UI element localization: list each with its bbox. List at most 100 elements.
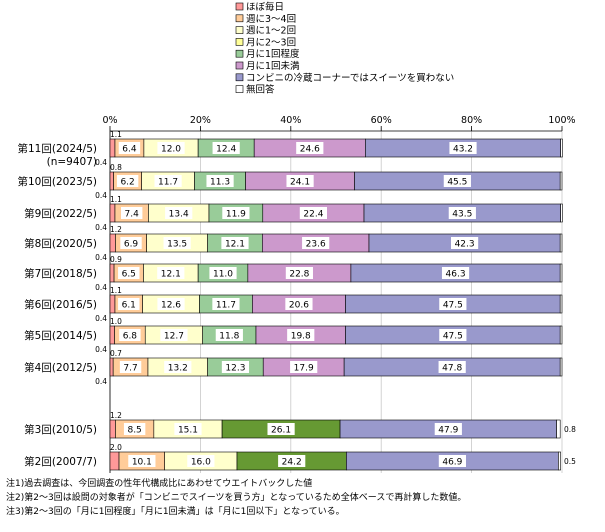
legend-label-2: 週に1～2回 bbox=[246, 25, 296, 37]
category-sublabel-0: (n=9407) bbox=[47, 156, 97, 168]
bar-label-7-2: 13.2 bbox=[168, 364, 188, 374]
bar-label-4-7: 0.4 bbox=[95, 283, 107, 292]
bar-label-1-5: 24.1 bbox=[290, 178, 310, 188]
bar-label-4-4: 11.0 bbox=[213, 270, 233, 280]
bar-segment-0-7 bbox=[560, 138, 563, 158]
bar-segment-6-7 bbox=[559, 325, 563, 345]
bar-segment-7-0 bbox=[109, 357, 114, 377]
bar-label-3-5: 23.6 bbox=[306, 240, 326, 250]
bar-label-bg-5-6 bbox=[439, 298, 467, 310]
bar-label-bg-4-6 bbox=[441, 267, 470, 279]
bar-label-bg-1-6 bbox=[443, 175, 471, 187]
bar-label-1-1: 6.2 bbox=[120, 178, 134, 188]
bar-label-5-1: 6.1 bbox=[122, 301, 136, 311]
bar-label-bg-7-5 bbox=[290, 361, 318, 373]
legend-label-4: 月に1回程度 bbox=[246, 48, 300, 60]
category-label-1: 第10回(2023/5) bbox=[18, 175, 98, 188]
legend-swatch-7 bbox=[235, 85, 244, 93]
bar-label-bg-0-1 bbox=[118, 142, 141, 154]
bar-label-bg-2-4 bbox=[222, 207, 250, 219]
bar-label-bg-1-5 bbox=[286, 175, 314, 187]
bar-label-4-5: 22.8 bbox=[289, 270, 309, 280]
bar-label-2-5: 22.4 bbox=[303, 210, 323, 220]
bar-label-bg-1-1 bbox=[116, 175, 139, 187]
category-label-3: 第8回(2020/5) bbox=[24, 237, 97, 250]
category-label-5: 第6回(2016/5) bbox=[24, 298, 97, 311]
bar-label-9-0: 2.0 bbox=[110, 443, 122, 452]
bar-label-7-7: 0.4 bbox=[95, 377, 107, 386]
bar-label-8-3: 26.1 bbox=[271, 426, 291, 436]
bar-label-6-1: 6.8 bbox=[123, 332, 138, 342]
bar-label-bg-7-2 bbox=[164, 361, 192, 373]
x-tick-label-1: 20% bbox=[190, 115, 211, 126]
legend-swatch-4 bbox=[235, 49, 244, 58]
bar-label-3-7: 0.4 bbox=[95, 253, 107, 262]
bar-label-bg-0-4 bbox=[212, 142, 240, 154]
category-label-0: 第11回(2024/5) bbox=[18, 142, 98, 155]
bar-label-bg-3-6 bbox=[450, 237, 479, 249]
bar-segment-5-7 bbox=[559, 294, 563, 314]
bar-label-1-6: 45.5 bbox=[447, 178, 467, 188]
bar-label-bg-7-4 bbox=[221, 361, 250, 373]
x-tick-label-3: 60% bbox=[371, 115, 392, 126]
bar-label-2-0: 1.1 bbox=[110, 195, 122, 204]
bar-label-8-1: 8.5 bbox=[127, 426, 141, 436]
notes: 注1)過去調査は、今回調査の性年代構成比にあわせてウエイトバックした値 注2)第… bbox=[6, 477, 466, 517]
category-label-7: 第4回(2012/5) bbox=[24, 361, 97, 374]
bar-label-5-2: 12.6 bbox=[161, 301, 181, 311]
bar-label-bg-0-5 bbox=[296, 142, 324, 154]
bar-label-6-0: 1.0 bbox=[110, 317, 122, 326]
bar-label-bg-4-2 bbox=[157, 267, 185, 279]
bar-label-5-0: 1.1 bbox=[110, 286, 122, 295]
bar-label-3-6: 42.3 bbox=[455, 240, 475, 250]
bar-label-bg-5-4 bbox=[212, 298, 240, 310]
bar-segment-5-0 bbox=[109, 294, 116, 314]
legend-label-5: 月に1回未満 bbox=[246, 60, 300, 72]
x-tick-label-4: 80% bbox=[461, 115, 482, 126]
bar-label-bg-7-1 bbox=[119, 361, 142, 373]
bar-label-1-4: 11.3 bbox=[210, 178, 230, 188]
bar-label-bg-6-4 bbox=[215, 329, 243, 341]
bar-label-2-4: 11.9 bbox=[226, 210, 246, 220]
bar-label-bg-6-6 bbox=[439, 329, 467, 341]
legend-swatch-1 bbox=[235, 14, 244, 23]
bar-label-2-7: 0.4 bbox=[95, 223, 107, 232]
bar-label-bg-2-6 bbox=[448, 207, 476, 219]
bar-label-0-5: 24.6 bbox=[300, 145, 320, 155]
bar-label-1-2: 11.7 bbox=[158, 178, 178, 188]
bar-label-0-1: 6.4 bbox=[122, 145, 137, 155]
legend-swatch-0 bbox=[235, 2, 244, 11]
x-axis: 0% 20% 40% 60% 80% 100% bbox=[102, 115, 576, 473]
bar-label-8-0: 1.2 bbox=[110, 411, 122, 420]
note-2: 注2)第2～3回は設問の対象者が「コンビニでスイーツを買う方」となっているため全… bbox=[6, 491, 466, 503]
bar-segment-3-7 bbox=[559, 233, 563, 253]
bar-label-4-2: 12.1 bbox=[161, 270, 181, 280]
bar-label-bg-8-3 bbox=[267, 423, 295, 435]
bar-label-bg-5-1 bbox=[118, 298, 140, 310]
bar-label-5-5: 20.6 bbox=[289, 301, 309, 311]
bar-label-1-7: 0.4 bbox=[95, 191, 107, 200]
bar-label-0-7: 0.4 bbox=[95, 158, 107, 167]
legend-label-3: 月に2～3回 bbox=[246, 37, 296, 48]
bar-segment-9-0 bbox=[109, 451, 120, 471]
bar-label-bg-7-6 bbox=[438, 361, 466, 373]
bar-label-bg-2-1 bbox=[120, 207, 143, 219]
bar-label-bg-9-2 bbox=[187, 455, 215, 467]
bar-label-8-7: 0.8 bbox=[564, 425, 576, 434]
note-1: 注1)過去調査は、今回調査の性年代構成比にあわせてウエイトバックした値 bbox=[6, 477, 312, 489]
bar-label-bg-2-2 bbox=[165, 207, 193, 219]
legend-label-0: ほぼ毎日 bbox=[246, 1, 284, 13]
x-tick-label-0: 0% bbox=[102, 115, 117, 126]
bar-label-bg-6-2 bbox=[160, 329, 188, 341]
bar-segment-6-0 bbox=[109, 325, 115, 345]
bar-label-9-1: 10.1 bbox=[132, 458, 152, 468]
bar-segment-7-7 bbox=[559, 357, 563, 377]
bar-label-4-1: 6.5 bbox=[122, 270, 136, 280]
x-tick-label-2: 40% bbox=[280, 115, 301, 126]
bar-label-bg-4-5 bbox=[285, 267, 313, 279]
bar-label-bg-3-2 bbox=[163, 237, 191, 249]
category-label-6: 第5回(2014/5) bbox=[24, 329, 97, 342]
bar-segment-8-7 bbox=[556, 419, 561, 439]
bar-label-bg-9-1 bbox=[128, 455, 156, 467]
bar-label-3-1: 6.9 bbox=[124, 240, 139, 250]
